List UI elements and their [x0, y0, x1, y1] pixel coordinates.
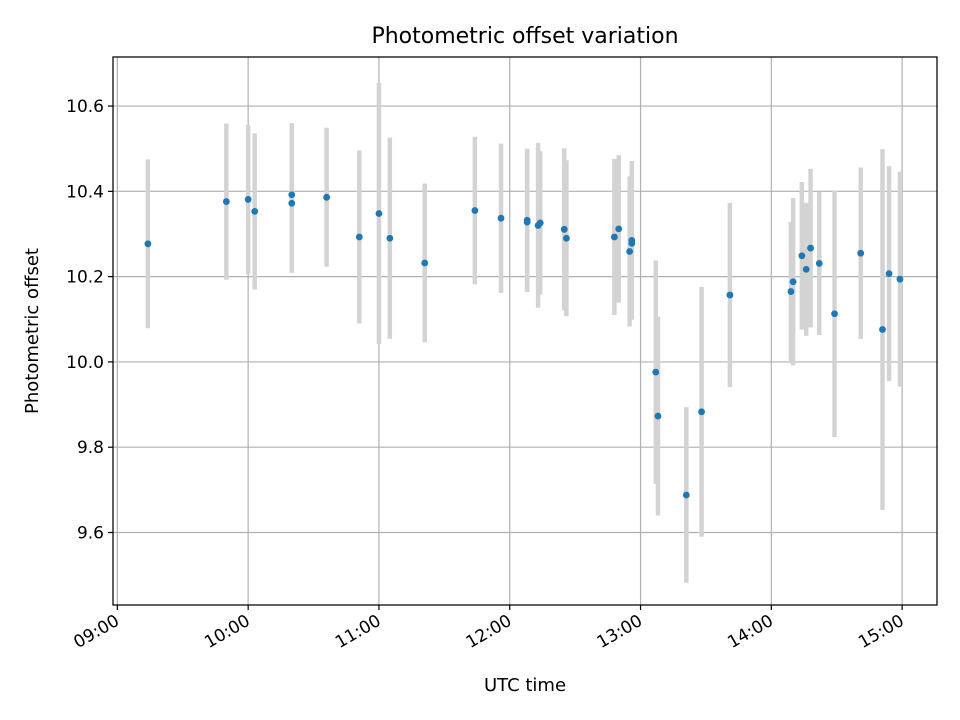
chart-title: Photometric offset variation — [371, 24, 678, 49]
data-point — [144, 240, 152, 248]
data-point — [386, 234, 394, 242]
data-point — [355, 233, 363, 241]
y-axis-ticks: 9.6 9.8 10.0 10.2 10.4 10.6 — [66, 97, 113, 544]
y-tick-label: 10.4 — [66, 182, 104, 202]
data-point — [857, 249, 865, 257]
data-point — [896, 275, 904, 283]
y-tick-label: 10.0 — [66, 353, 104, 373]
y-tick-label: 10.6 — [66, 97, 104, 117]
data-point — [798, 252, 806, 260]
y-axis-label: Photometric offset — [22, 248, 43, 414]
data-point — [288, 199, 296, 207]
data-point — [682, 491, 690, 499]
data-point — [787, 288, 795, 295]
data-point — [251, 207, 259, 215]
data-points — [144, 191, 904, 499]
data-point — [807, 244, 814, 252]
data-point — [323, 193, 331, 201]
data-point — [497, 214, 505, 222]
data-point — [789, 278, 797, 286]
data-point — [560, 225, 568, 233]
data-point — [831, 310, 838, 318]
y-tick-label: 9.8 — [77, 438, 104, 458]
data-point — [375, 210, 383, 217]
data-point — [885, 270, 893, 278]
data-point — [523, 216, 531, 224]
y-tick-label: 9.6 — [77, 524, 104, 544]
data-point — [244, 196, 252, 203]
data-point — [698, 408, 705, 416]
data-point — [615, 225, 623, 233]
data-point — [652, 368, 660, 376]
data-point — [815, 260, 823, 267]
data-point — [471, 207, 479, 214]
data-point — [654, 412, 662, 420]
data-point — [802, 265, 810, 273]
data-point — [626, 248, 634, 255]
plot-area — [113, 57, 937, 605]
y-tick-label: 10.2 — [66, 268, 104, 288]
data-point — [726, 291, 734, 299]
data-point — [610, 233, 618, 241]
data-point — [563, 234, 570, 242]
x-axis-label: UTC time — [484, 675, 566, 696]
data-point — [628, 236, 636, 244]
data-point — [421, 259, 429, 267]
data-point — [288, 191, 296, 199]
plot-frame — [112, 56, 938, 606]
data-point — [222, 198, 230, 205]
data-point — [536, 219, 544, 227]
data-point — [879, 326, 886, 333]
